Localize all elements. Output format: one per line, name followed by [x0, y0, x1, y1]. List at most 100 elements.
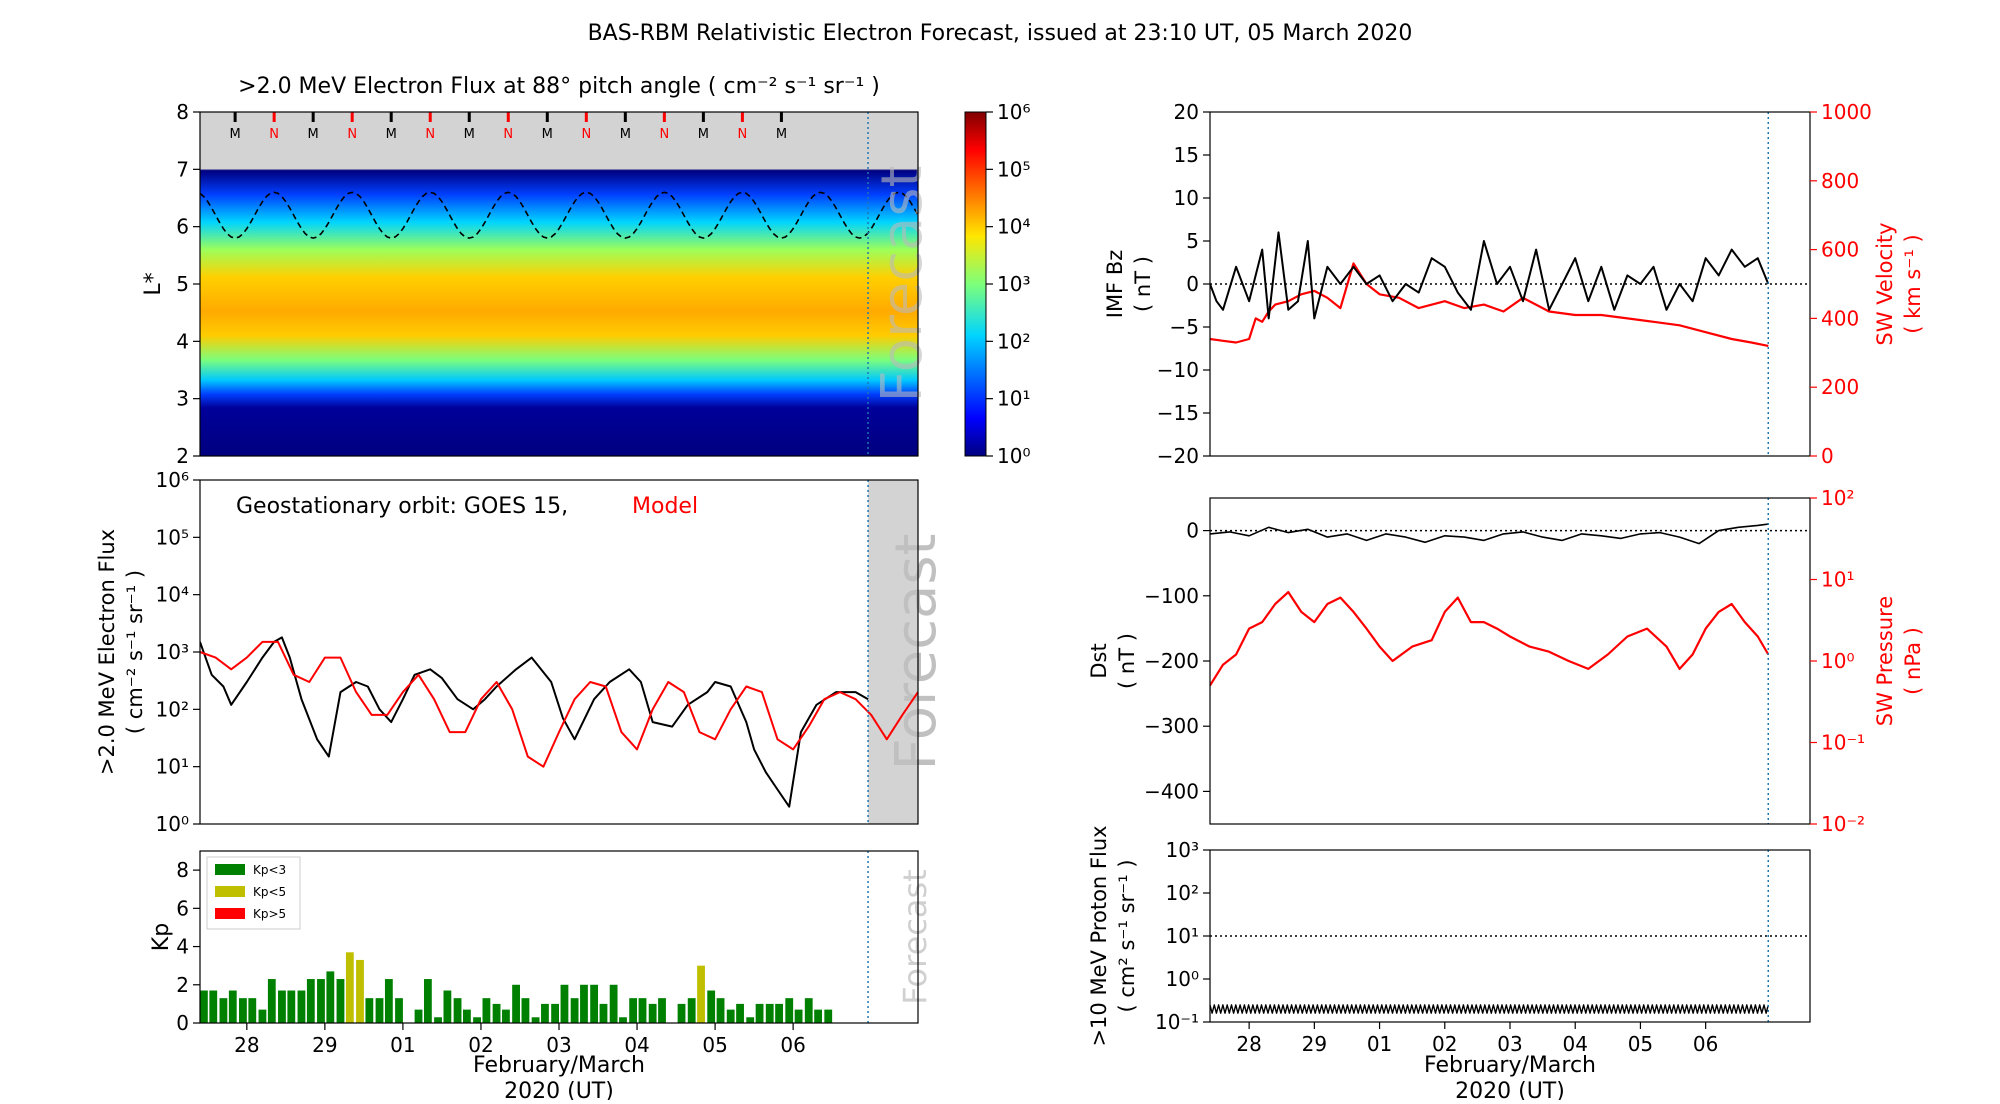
right-x-label: 01 — [1367, 1032, 1392, 1056]
imf-left-label: 0 — [1186, 272, 1199, 296]
kp-bar — [785, 998, 794, 1023]
kp-legend-swatch-high — [215, 908, 245, 919]
geo-y-label: 10³ — [156, 640, 189, 664]
dst-left-ticks: 0 −100 −200 −300 −400 — [1144, 519, 1210, 803]
imf-left-ticks: −20 −15 −10 −5 0 5 10 15 20 — [1157, 100, 1210, 468]
dst-frame — [1209, 497, 1811, 825]
kp-legend-swatch-low — [215, 864, 245, 875]
colorbar-label: 10⁴ — [997, 215, 1030, 239]
kp-bar — [814, 1009, 823, 1023]
proton-y-label: 10¹ — [1166, 924, 1199, 948]
right-x-label: 05 — [1628, 1032, 1653, 1056]
mn-marker: N — [503, 127, 513, 142]
kp-bar — [560, 984, 569, 1023]
kp-bar — [356, 959, 364, 1023]
geo-y-label: 10⁴ — [156, 583, 189, 607]
kp-bar — [336, 979, 345, 1023]
psw-y-label-1: SW Pressure — [1873, 596, 1897, 726]
kp-bar — [736, 1003, 744, 1023]
kp-bar — [384, 979, 393, 1023]
mn-marker: N — [659, 127, 669, 142]
psw-right-label: 10⁻¹ — [1821, 731, 1865, 755]
kp-bar — [638, 998, 647, 1023]
kp-y-label: Kp — [149, 923, 174, 951]
kp-bar — [297, 990, 306, 1023]
right-x-label: 28 — [1236, 1032, 1261, 1056]
imf-series — [1210, 231, 1770, 347]
kp-bar — [590, 984, 599, 1023]
dst-line — [1210, 523, 1769, 545]
left-x-label: 28 — [234, 1033, 259, 1057]
geo-series-line — [200, 636, 869, 808]
kp-y-label: 6 — [176, 896, 189, 920]
left-x-label: 01 — [390, 1033, 415, 1057]
imf-y-label-1: IMF Bz — [1103, 250, 1127, 319]
figure-title: BAS-RBM Relativistic Electron Forecast, … — [588, 21, 1413, 46]
kp-bar — [443, 990, 452, 1023]
imf-velocity-panel: −20 −15 −10 −5 0 5 10 15 20 0 200 400 600 800 1000 IM… — [1103, 100, 1925, 468]
forecast-shade — [868, 480, 918, 824]
imf-right-ticks: 0 200 400 600 800 1000 — [1810, 100, 1872, 468]
forecast-label: Forecast — [870, 166, 935, 403]
dst-series — [1210, 523, 1770, 687]
imf-left-label: 10 — [1174, 186, 1199, 210]
kp-legend-swatch-mid — [215, 886, 245, 897]
heatmap-y-label: 5 — [176, 272, 189, 296]
proton-y-label-2: ( cm² s⁻¹ sr⁻¹ ) — [1115, 859, 1139, 1012]
kp-bar — [463, 1009, 471, 1023]
kp-bar — [267, 979, 276, 1023]
kp-bar — [473, 1017, 481, 1023]
kp-bar — [804, 998, 813, 1023]
psw-right-label: 10¹ — [1821, 568, 1854, 592]
proton-flux-panel: 10⁻¹ 10⁰ 10¹ 10² 10³ >10 MeV Proton Flux ( c… — [1087, 825, 1811, 1104]
psw-right-label: 10² — [1821, 486, 1854, 510]
left-x-label: 06 — [780, 1033, 805, 1057]
colorbar-label: 10¹ — [997, 387, 1030, 411]
dst-right-ticks: 10⁻² 10⁻¹ 10⁰ 10¹ 10² — [1810, 486, 1865, 836]
geo-y-label-2: ( cm⁻² s⁻¹ sr⁻¹ ) — [123, 570, 147, 734]
kp-bar — [541, 1003, 549, 1023]
vsw-right-label: 0 — [1821, 444, 1834, 468]
imf-left-label: −15 — [1157, 401, 1199, 425]
mn-marker: M — [776, 127, 787, 142]
mn-marker: M — [698, 127, 709, 142]
kp-bar — [599, 1003, 608, 1023]
psw-line — [1210, 590, 1770, 687]
kp-bar — [697, 965, 705, 1023]
kp-bar — [648, 1003, 657, 1023]
kp-bar — [365, 998, 374, 1023]
psw-right-label: 10⁰ — [1821, 649, 1854, 673]
kp-bar — [521, 998, 530, 1023]
heatmap-y-label: 2 — [176, 444, 189, 468]
colorbar-label: 10⁰ — [997, 444, 1030, 468]
vsw-y-label-1: SW Velocity — [1873, 222, 1897, 345]
colorbar — [964, 111, 987, 457]
legend-model-text: Model — [632, 494, 698, 519]
kp-bar — [765, 1003, 774, 1023]
colorbar-label: 10⁶ — [997, 100, 1030, 124]
kp-bar — [551, 1003, 559, 1023]
vsw-right-label: 200 — [1821, 375, 1859, 399]
kp-bar — [531, 1017, 540, 1023]
dst-y-label-1: Dst — [1087, 643, 1111, 678]
kp-bar — [677, 1003, 686, 1023]
colorbar-ticks: 10⁰ 10¹ 10² 10³ 10⁴ 10⁵ 10⁶ — [986, 100, 1030, 468]
vsw-right-label: 800 — [1821, 169, 1859, 193]
mn-marker: N — [269, 127, 279, 142]
kp-bar — [794, 1009, 803, 1023]
kp-bar — [482, 998, 491, 1023]
kp-bar — [345, 952, 354, 1023]
right-x-label-1: February/March — [1424, 1053, 1596, 1078]
proton-y-label: 10⁻¹ — [1155, 1010, 1199, 1034]
left-x-label: 05 — [702, 1033, 727, 1057]
heatmap-y-label: 3 — [176, 387, 189, 411]
geo-y-label: 10¹ — [156, 755, 189, 779]
vsw-line — [1210, 262, 1769, 347]
mn-marker: M — [308, 127, 319, 142]
proton-y-label-1: >10 MeV Proton Flux — [1087, 825, 1111, 1046]
heatmap-y-label: 7 — [176, 157, 189, 181]
kp-y-label: 2 — [176, 973, 189, 997]
